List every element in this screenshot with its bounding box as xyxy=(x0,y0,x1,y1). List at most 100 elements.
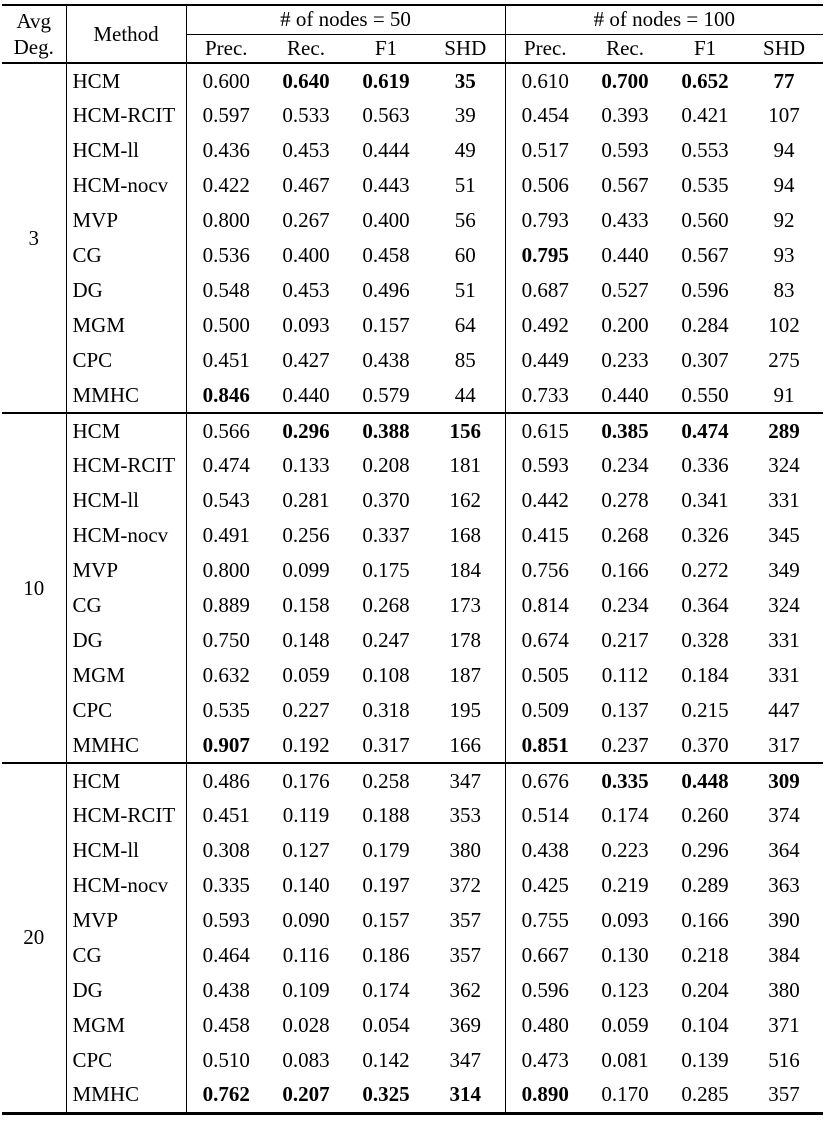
value-cell: 0.427 xyxy=(282,348,330,372)
value-cell: 363 xyxy=(768,873,800,897)
value-cell: 0.192 xyxy=(282,732,330,757)
value-cell: 0.289 xyxy=(681,873,729,897)
value-cell: 331 xyxy=(768,628,800,652)
value-cell: 0.444 xyxy=(362,138,410,162)
value-cell: 0.260 xyxy=(681,803,729,827)
value-cell: 0.158 xyxy=(282,593,330,617)
value-cell: 380 xyxy=(768,978,800,1002)
value-cell: 447 xyxy=(768,698,800,722)
value-cell: 0.247 xyxy=(362,628,410,652)
method-cell: CPC xyxy=(66,693,187,728)
value-cell: 0.234 xyxy=(601,453,649,477)
value-cell: 0.509 xyxy=(521,698,569,722)
value-cell: 0.560 xyxy=(681,208,729,232)
value-cell: 0.514 xyxy=(521,803,569,827)
value-cell: 0.176 xyxy=(266,762,346,798)
value-cell: 0.480 xyxy=(521,1013,569,1037)
value-cell: 0.486 xyxy=(186,762,266,798)
value-cell: 0.500 xyxy=(202,313,250,337)
value-cell: 353 xyxy=(426,798,506,833)
value-cell: 0.550 xyxy=(681,382,729,407)
value-cell: 0.179 xyxy=(362,838,410,862)
value-cell: 0.755 xyxy=(521,908,569,932)
value-cell: 77 xyxy=(745,62,824,98)
value-cell: 0.667 xyxy=(521,943,569,967)
value-cell: 35 xyxy=(426,62,506,98)
value-cell: 0.093 xyxy=(282,313,330,337)
header-rec-100: Rec. xyxy=(606,35,644,60)
header-nodes-100: # of nodes = 100 xyxy=(505,5,824,35)
value-cell: 0.188 xyxy=(362,803,410,827)
value-cell: 0.579 xyxy=(362,382,410,407)
value-cell: 94 xyxy=(773,138,795,162)
value-cell: 0.440 xyxy=(282,382,330,407)
value-cell: 181 xyxy=(426,448,506,483)
value-cell: 0.137 xyxy=(601,698,649,722)
value-cell: 0.157 xyxy=(362,908,410,932)
table-row: HCM-nocv 0.335 0.140 0.197 372 0.425 0.219 0.28… xyxy=(2,868,823,903)
value-cell: 187 xyxy=(426,658,506,693)
value-cell: 0.108 xyxy=(362,663,410,687)
value-cell: 0.674 xyxy=(521,628,569,652)
table-row: 20 HCM 0.486 0.176 0.258 347 0.676 0.335 0.448 30… xyxy=(2,762,824,1113)
header-row-groups: Avg Deg. Method # of nodes = 50 # of nod… xyxy=(2,5,824,63)
value-cell: 0.393 xyxy=(601,103,649,127)
value-cell: 0.335 xyxy=(202,873,250,897)
method-cell: MMHC xyxy=(66,1078,187,1113)
value-cell: 0.325 xyxy=(362,1082,410,1107)
value-cell: 0.130 xyxy=(601,943,649,967)
table-row: MGM 0.632 0.059 0.108 187 0.505 0.112 0.184 331 xyxy=(2,658,823,693)
value-cell: 0.458 xyxy=(362,243,410,267)
value-cell: 0.535 xyxy=(681,173,729,197)
value-cell: 362 xyxy=(426,973,506,1008)
header-avg-degree-line1: Avg xyxy=(16,8,52,33)
value-cell: 0.116 xyxy=(282,943,330,967)
value-cell: 364 xyxy=(768,838,800,862)
header-row-metrics: Prec. Rec. F1 SHD Prec. Rec. F1 SHD xyxy=(2,34,823,63)
value-cell: 0.517 xyxy=(521,138,569,162)
method-cell: CG xyxy=(66,938,187,973)
value-cell: 0.510 xyxy=(202,1048,250,1072)
value-cell: 0.700 xyxy=(585,62,666,98)
value-cell: 0.234 xyxy=(601,593,649,617)
value-cell: 0.567 xyxy=(601,173,649,197)
value-cell: 0.795 xyxy=(521,243,569,267)
value-cell: 0.448 xyxy=(665,762,746,798)
value-cell: 51 xyxy=(426,273,506,308)
value-cell: 0.139 xyxy=(681,1048,729,1072)
value-cell: 0.451 xyxy=(202,348,250,372)
value-cell: 357 xyxy=(426,938,506,973)
value-cell: 0.652 xyxy=(665,62,746,98)
value-cell: 162 xyxy=(426,483,506,518)
value-cell: 369 xyxy=(426,1008,506,1043)
value-cell: 0.793 xyxy=(521,208,569,232)
value-cell: 0.081 xyxy=(601,1048,649,1072)
header-rec-50: Rec. xyxy=(287,35,325,60)
value-cell: 0.308 xyxy=(202,838,250,862)
method-cell: HCM-RCIT xyxy=(66,798,187,833)
value-cell: 85 xyxy=(426,343,506,378)
value-cell: 64 xyxy=(426,308,506,343)
table-row: MVP 0.593 0.090 0.157 357 0.755 0.093 0.166 390 xyxy=(2,903,823,938)
value-cell: 56 xyxy=(426,203,506,238)
value-cell: 0.186 xyxy=(362,943,410,967)
value-cell: 0.640 xyxy=(266,62,346,98)
value-cell: 0.318 xyxy=(362,698,410,722)
table-row: DG 0.548 0.453 0.496 51 0.687 0.527 0.596 83 xyxy=(2,273,823,308)
value-cell: 49 xyxy=(426,133,506,168)
value-cell: 0.104 xyxy=(681,1013,729,1037)
method-cell: HCM-nocv xyxy=(66,168,187,203)
value-cell: 0.174 xyxy=(362,978,410,1002)
value-cell: 0.433 xyxy=(601,208,649,232)
value-cell: 0.846 xyxy=(202,382,250,407)
value-cell: 0.597 xyxy=(202,103,250,127)
method-cell: HCM xyxy=(66,412,187,448)
value-cell: 0.335 xyxy=(585,762,666,798)
method-cell: CG xyxy=(66,588,187,623)
value-cell: 0.099 xyxy=(282,558,330,582)
method-cell: HCM-ll xyxy=(66,133,187,168)
method-cell: MVP xyxy=(66,553,187,588)
value-cell: 0.600 xyxy=(186,62,266,98)
value-cell: 0.438 xyxy=(202,978,250,1002)
value-cell: 0.133 xyxy=(282,453,330,477)
